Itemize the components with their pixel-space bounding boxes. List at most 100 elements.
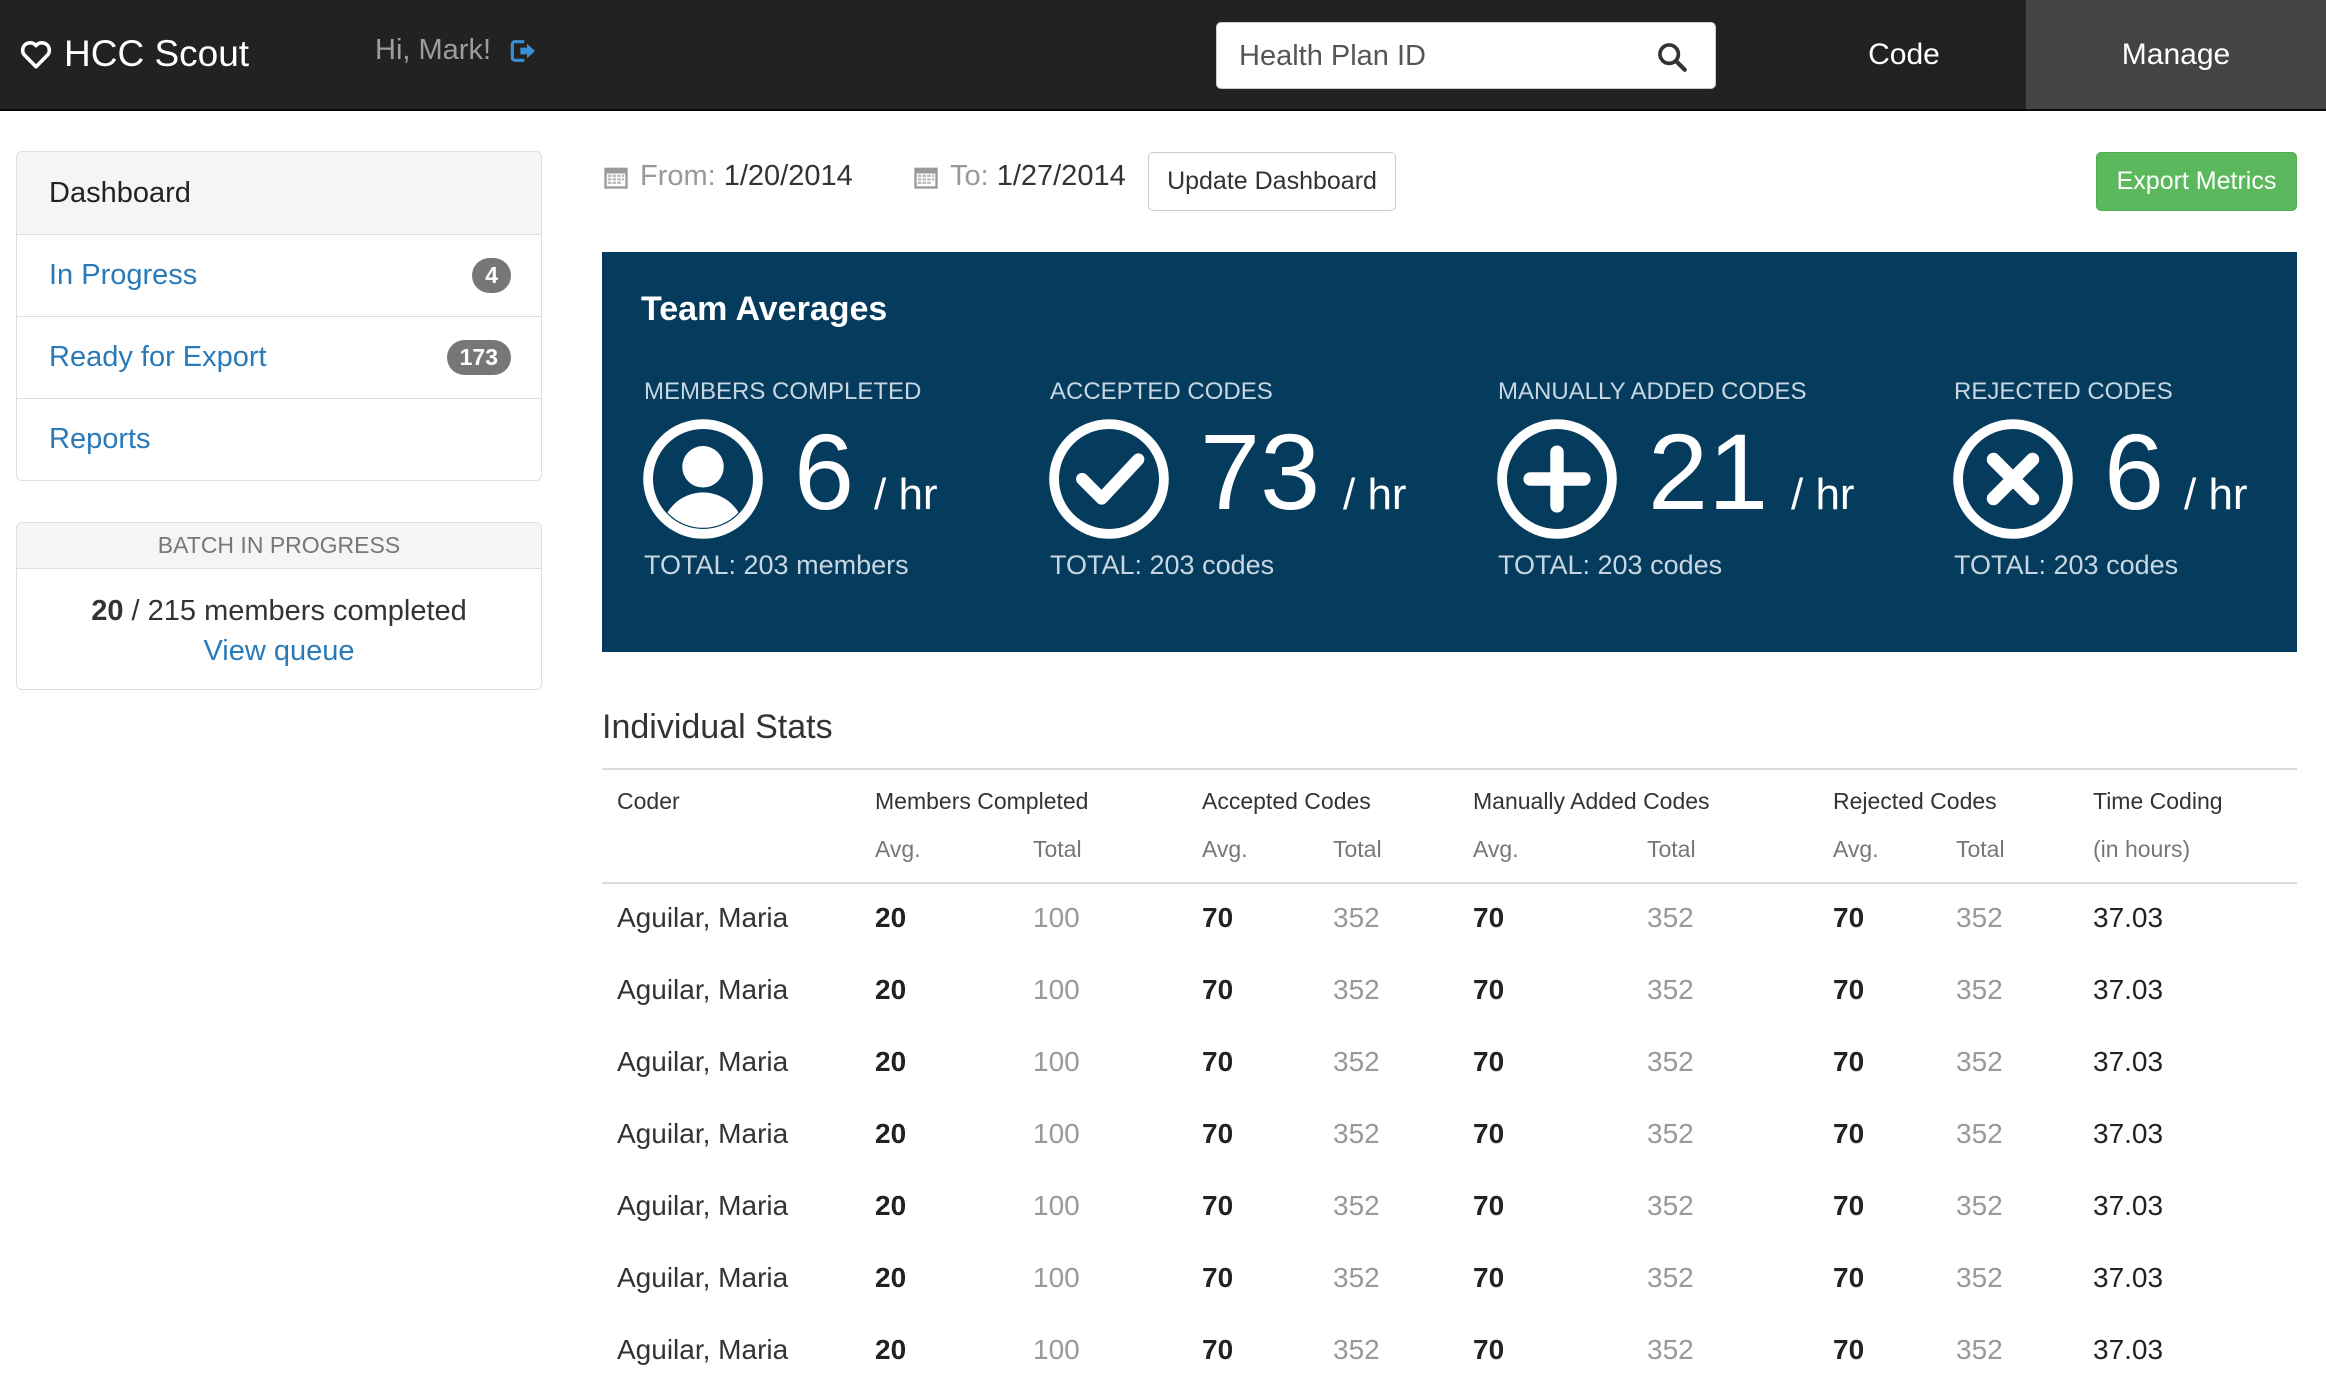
metric-total: TOTAL: 203 codes [1498,550,1723,580]
brand-logo[interactable]: HCC Scout [18,26,249,82]
view-queue-link[interactable]: View queue [203,635,355,667]
col-sub-total: Total [1333,836,1382,862]
batch-completed-count: 20 [91,595,124,627]
accepted-total: 352 [1333,1118,1380,1149]
search-icon[interactable] [1655,40,1689,74]
col-header-manually-added-codes: Manually Added Codes [1473,788,1710,814]
manual-avg: 70 [1473,1262,1505,1293]
members-avg: 20 [875,1118,907,1149]
top-navbar: HCC Scout Hi, Mark! Code Manage [0,0,2326,111]
sidebar-item-in-progress[interactable]: In Progress 4 [17,234,541,316]
nav-code-link[interactable]: Code [1868,37,1940,71]
col-sub-avg: Avg. [1473,836,1519,862]
col-sub-avg: Avg. [1833,836,1879,862]
coder-name: Aguilar, Maria [617,1046,789,1077]
user-circle-icon [643,419,763,539]
members-total: 100 [1033,1334,1080,1365]
accepted-avg: 70 [1202,1118,1234,1149]
sidebar-item-dashboard[interactable]: Dashboard [17,152,541,234]
health-plan-id-input[interactable] [1239,35,1639,77]
time-coding-hours: 37.03 [2093,1190,2164,1221]
rejected-avg: 70 [1833,1118,1865,1149]
rejected-avg: 70 [1833,1334,1865,1365]
to-date-picker[interactable]: To: 1/27/2014 [912,160,1126,193]
members-avg: 20 [875,1190,907,1221]
metric-total: TOTAL: 203 members [644,550,909,580]
nav-manage-link[interactable]: Manage [2026,0,2326,109]
metric-label: MANUALLY ADDED CODES [1498,378,1807,405]
rejected-total: 352 [1956,1334,2003,1365]
health-plan-search [1216,22,1716,89]
rejected-total: 352 [1956,974,2003,1005]
batch-in-progress-panel: BATCH IN PROGRESS 20 / 215 members compl… [16,522,542,690]
col-header-members-completed: Members Completed [875,788,1089,814]
col-sub-total: Total [1647,836,1696,862]
metric-label: REJECTED CODES [1954,378,2173,405]
from-date-value: 1/20/2014 [723,160,853,192]
manual-total: 352 [1647,974,1694,1005]
accepted-total: 352 [1333,974,1380,1005]
sidebar-item-reports[interactable]: Reports [17,398,541,480]
rejected-avg: 70 [1833,1262,1865,1293]
update-dashboard-button[interactable]: Update Dashboard [1148,152,1396,211]
metric-total: TOTAL: 203 codes [1050,550,1275,580]
members-avg: 20 [875,1046,907,1077]
logout-icon[interactable] [507,35,539,67]
coder-name: Aguilar, Maria [617,1190,789,1221]
sidebar-item-ready-for-export[interactable]: Ready for Export 173 [17,316,541,398]
accepted-total: 352 [1333,1262,1380,1293]
plus-circle-icon [1497,419,1617,539]
individual-stats-title: Individual Stats [602,708,833,746]
export-metrics-button[interactable]: Export Metrics [2096,152,2297,211]
calendar-icon [914,167,938,189]
accepted-total: 352 [1333,1334,1380,1365]
metric-value: 21 [1648,411,1769,532]
manual-total: 352 [1647,1262,1694,1293]
metric-label: MEMBERS COMPLETED [644,378,922,405]
coder-name: Aguilar, Maria [617,1334,789,1365]
accepted-avg: 70 [1202,902,1234,933]
batch-heading: BATCH IN PROGRESS [17,523,541,569]
col-sub-time-unit: (in hours) [2093,836,2191,862]
rejected-avg: 70 [1833,1190,1865,1221]
manual-avg: 70 [1473,1334,1505,1365]
coder-name: Aguilar, Maria [617,902,789,933]
x-circle-icon [1953,419,2073,539]
table-header-divider [602,882,2297,884]
coder-name: Aguilar, Maria [617,1118,789,1149]
metric-unit: / hr [874,470,938,519]
manual-total: 352 [1647,1334,1694,1365]
rejected-total: 352 [1956,1190,2003,1221]
count-badge: 173 [446,340,511,375]
batch-body: 20 / 215 members completed View queue [17,569,541,671]
coder-name: Aguilar, Maria [617,1262,789,1293]
manual-total: 352 [1647,902,1694,933]
col-header-rejected-codes: Rejected Codes [1833,788,1997,814]
time-coding-hours: 37.03 [2093,902,2164,933]
col-header-time-coding: Time Coding [2093,788,2223,814]
from-label: From: [640,160,716,192]
col-sub-total: Total [1956,836,2005,862]
accepted-total: 352 [1333,1046,1380,1077]
col-sub-total: Total [1033,836,1082,862]
sidebar-item-label: Dashboard [49,176,191,209]
time-coding-hours: 37.03 [2093,1118,2164,1149]
accepted-avg: 70 [1202,1046,1234,1077]
greeting-text: Hi, Mark! [375,34,491,66]
sidebar-nav: Dashboard In Progress 4 Ready for Export… [16,151,542,481]
accepted-avg: 70 [1202,974,1234,1005]
metric-value: 73 [1200,411,1321,532]
rejected-total: 352 [1956,1046,2003,1077]
manual-avg: 70 [1473,1118,1505,1149]
sidebar-item-label: In Progress [49,259,198,291]
manual-avg: 70 [1473,1190,1505,1221]
rejected-total: 352 [1956,1262,2003,1293]
table-top-divider [602,768,2297,770]
rejected-avg: 70 [1833,902,1865,933]
sidebar-item-label: Ready for Export [49,341,267,373]
team-averages-panel: Team Averages MEMBERS COMPLETED 6 / hr T… [602,252,2297,652]
members-total: 100 [1033,974,1080,1005]
metric-unit: / hr [2184,470,2248,519]
from-date-picker[interactable]: From: 1/20/2014 [602,160,853,193]
metric-total: TOTAL: 203 codes [1954,550,2179,580]
